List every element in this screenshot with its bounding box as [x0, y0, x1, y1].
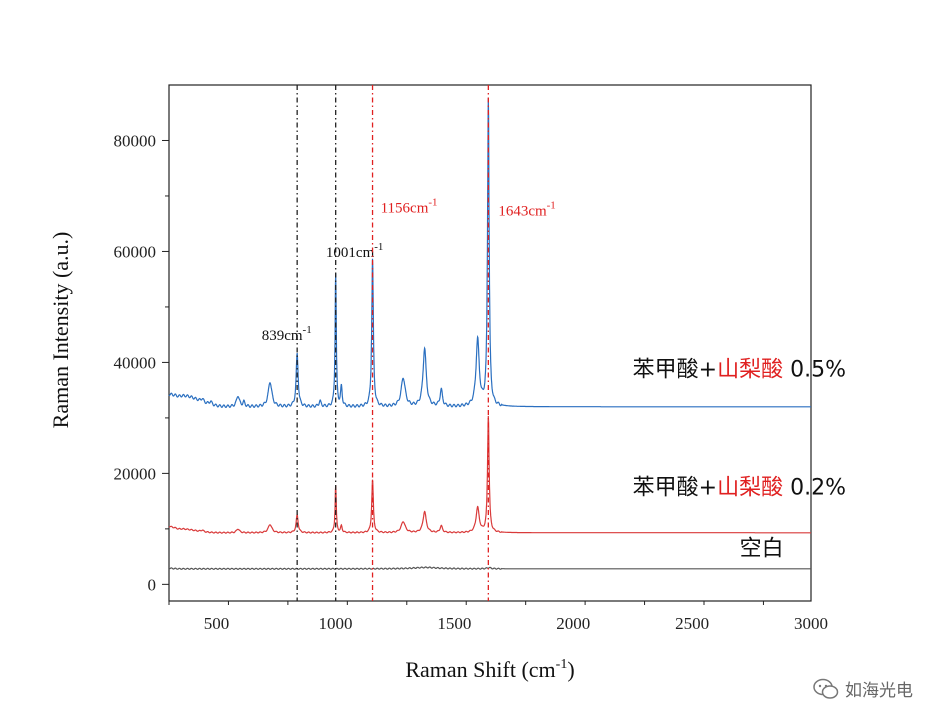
peak-label-1: 1001cm-1: [326, 241, 384, 261]
x-tick-label: 500: [204, 614, 230, 633]
x-tick-label: 1000: [318, 614, 352, 633]
y-tick-label: 40000: [114, 353, 157, 372]
peak-label-3: 1643cm-1: [498, 199, 556, 219]
series-label-1: 苯甲酸+山梨酸 0.2%: [633, 475, 846, 500]
plot-area: 500 1000 1500 2000 2500 3000 0 20000 40000 60000 8…: [114, 84, 846, 633]
y-tick-label: 80000: [114, 131, 157, 150]
peak-label-2: 1156cm-1: [381, 197, 438, 217]
x-tick-label: 3000: [794, 614, 828, 633]
series-label-2: 空白: [740, 537, 784, 562]
y-axis-title: Raman Intensity (a.u.): [48, 232, 73, 429]
series-line-0: [168, 566, 811, 570]
plot-frame: [168, 84, 812, 602]
y-tick-label: 20000: [114, 464, 157, 483]
x-axis-title: Raman Shift (cm-1): [405, 657, 574, 682]
x-tick-label: 2000: [556, 614, 590, 633]
x-tick-label: 1500: [437, 614, 471, 633]
x-tick-label: 2500: [675, 614, 709, 633]
wechat-icon: [813, 678, 839, 699]
watermark: 如海光电: [813, 676, 913, 701]
series-line-1: [168, 415, 811, 534]
peak-label-0: 839cm-1: [262, 324, 312, 344]
series-label-0: 苯甲酸+山梨酸 0.5%: [633, 357, 846, 382]
y-tick-label: 60000: [114, 242, 157, 261]
series-line-2: [168, 97, 811, 408]
watermark-text: 如海光电: [845, 681, 913, 701]
y-tick-label: 0: [148, 575, 157, 594]
